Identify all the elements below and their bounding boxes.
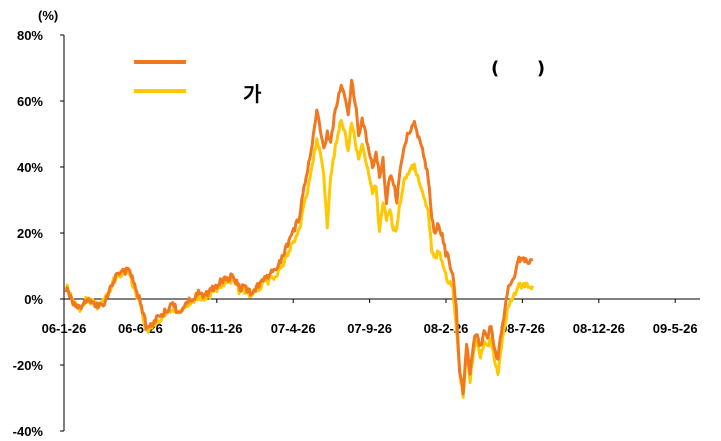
legend: 가 ( ): [134, 58, 545, 106]
x-tick-label: 07-4-26: [271, 321, 316, 336]
y-tick-label: 80%: [17, 28, 43, 43]
series-line: [64, 119, 535, 399]
x-tick-label: 08-7-26: [500, 321, 545, 336]
y-tick-label: -40%: [13, 424, 44, 439]
series-line: [64, 78, 534, 396]
x-tick-label: 08-12-26: [573, 321, 625, 336]
y-tick-label: 40%: [17, 160, 43, 175]
y-tick-label: 20%: [17, 226, 43, 241]
x-tick-label: 08-2-26: [424, 321, 469, 336]
y-axis-unit: (%): [38, 8, 58, 23]
y-tick-label: -20%: [13, 358, 44, 373]
y-tick-label: 60%: [17, 94, 43, 109]
x-tick-label: 09-5-26: [653, 321, 698, 336]
legend-label-korean: 가: [243, 82, 262, 106]
series-lines: [64, 78, 535, 399]
legend-right-parentheses: ( ): [491, 58, 545, 79]
y-tick-label: 0%: [24, 292, 43, 307]
x-tick-label: 07-9-26: [347, 321, 392, 336]
y-axis-ticks: 80% 60% 40% 20% 0% -20% -40%: [13, 28, 64, 439]
x-tick-label: 06-11-26: [191, 321, 242, 336]
